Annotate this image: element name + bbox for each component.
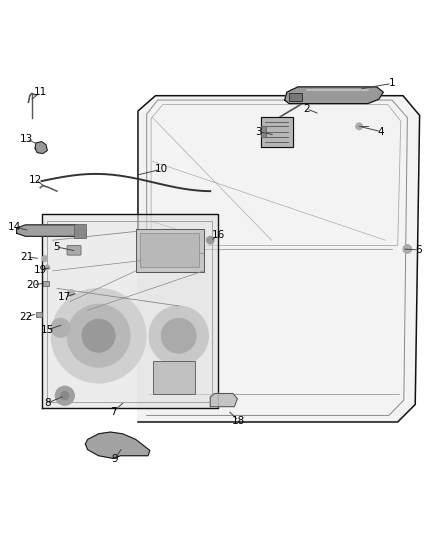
Circle shape (45, 265, 50, 270)
Text: 8: 8 (44, 398, 51, 408)
Text: 19: 19 (34, 265, 47, 275)
Text: 3: 3 (255, 127, 262, 136)
Bar (43, 281, 49, 286)
Text: 22: 22 (19, 312, 32, 322)
Polygon shape (17, 225, 81, 236)
Circle shape (356, 123, 363, 130)
Bar (261, 126, 266, 138)
Circle shape (82, 319, 115, 352)
Circle shape (206, 236, 214, 244)
Circle shape (67, 289, 74, 296)
Text: 10: 10 (155, 164, 168, 174)
Bar (74, 223, 86, 238)
Polygon shape (210, 393, 237, 407)
Circle shape (42, 255, 48, 262)
Circle shape (67, 304, 130, 367)
Circle shape (55, 386, 74, 405)
Bar (289, 93, 302, 101)
Polygon shape (138, 96, 420, 422)
Text: 5: 5 (53, 242, 60, 252)
Bar (140, 233, 199, 268)
Polygon shape (42, 214, 218, 408)
Polygon shape (261, 117, 293, 147)
Text: 1: 1 (389, 78, 396, 88)
Text: 16: 16 (212, 230, 225, 240)
FancyBboxPatch shape (67, 246, 81, 255)
Text: 9: 9 (111, 454, 118, 464)
Text: 13: 13 (20, 134, 33, 143)
Bar (36, 312, 42, 317)
Text: 7: 7 (110, 407, 117, 417)
Polygon shape (285, 87, 383, 103)
Bar (136, 229, 204, 272)
Text: 17: 17 (58, 292, 71, 302)
Polygon shape (35, 142, 47, 154)
Text: 4: 4 (378, 127, 385, 136)
Circle shape (60, 391, 69, 400)
Text: 11: 11 (34, 87, 47, 97)
Text: 15: 15 (41, 325, 54, 335)
Text: 20: 20 (26, 280, 39, 290)
Text: 12: 12 (29, 175, 42, 185)
Circle shape (51, 318, 70, 337)
Circle shape (51, 288, 146, 383)
Circle shape (149, 306, 208, 366)
Text: 18: 18 (232, 416, 245, 426)
Circle shape (403, 245, 412, 253)
Polygon shape (85, 432, 150, 458)
Text: 21: 21 (21, 252, 34, 262)
Circle shape (161, 318, 196, 353)
Text: 2: 2 (303, 104, 310, 114)
Text: 14: 14 (7, 222, 21, 232)
Bar (153, 361, 195, 393)
Text: 6: 6 (415, 245, 422, 255)
